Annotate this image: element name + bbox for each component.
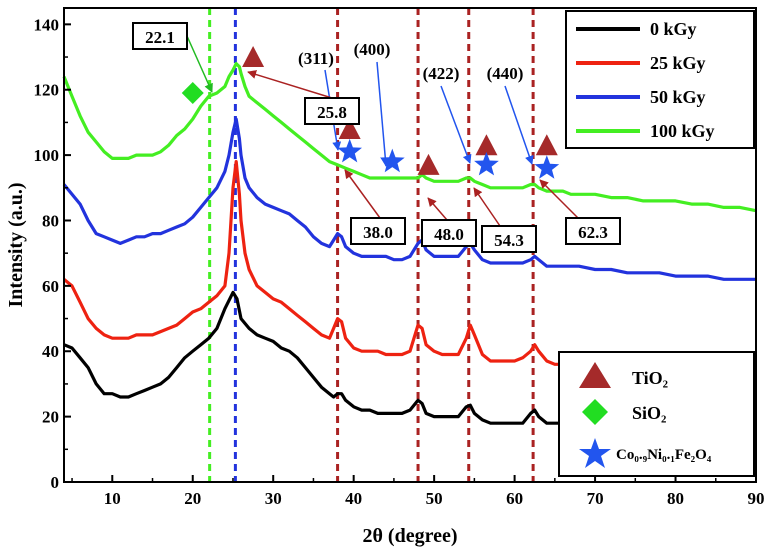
legend-label-0kgy: 0 kGy xyxy=(650,19,697,39)
cnfo-star-marker xyxy=(379,148,405,173)
y-tick-label: 80 xyxy=(42,211,59,230)
y-tick-label: 140 xyxy=(34,15,60,34)
phase-legend-sio2: SiO₂ xyxy=(632,403,666,423)
annotation-arrow xyxy=(186,35,213,93)
y-tick-label: 60 xyxy=(42,277,59,296)
y-tick-label: 0 xyxy=(51,473,60,492)
y-tick-label: 100 xyxy=(34,146,60,165)
tio2-triangle-marker xyxy=(417,153,440,175)
diamond-icon xyxy=(582,399,608,425)
annotation-arrow xyxy=(440,85,472,164)
annotation-arrow xyxy=(344,169,381,219)
x-tick-label: 70 xyxy=(587,489,604,508)
tio2-triangle-marker xyxy=(535,134,558,156)
annotation-arrow xyxy=(504,85,534,165)
triangle-icon xyxy=(579,362,611,388)
tio2-triangle-marker xyxy=(242,46,265,68)
annotation-arrow xyxy=(376,61,390,167)
peak-label-text: 25.8 xyxy=(317,103,347,122)
x-tick-label: 30 xyxy=(265,489,282,508)
peak-label-54-3: 54.3 xyxy=(481,225,537,253)
legend-label-100kgy: 100 kGy xyxy=(650,121,715,141)
peak-label-62-3: 62.3 xyxy=(565,217,621,245)
y-axis-title: Intensity (a.u.) xyxy=(5,182,27,307)
plane-label-440: (440) xyxy=(487,64,524,83)
dose-legend-box xyxy=(565,10,755,149)
x-tick-label: 80 xyxy=(667,489,684,508)
peak-label-text: 62.3 xyxy=(578,223,608,242)
tio2-triangle-marker xyxy=(475,134,498,156)
annotation-arrow xyxy=(247,70,333,99)
peak-label-48-0: 48.0 xyxy=(421,219,477,247)
x-tick-label: 40 xyxy=(345,489,362,508)
peak-label-25-8: 25.8 xyxy=(304,97,360,125)
x-tick-label: 10 xyxy=(104,489,121,508)
peak-label-text: 22.1 xyxy=(145,28,175,47)
peak-label-22-1: 22.1 xyxy=(132,22,188,50)
cnfo-star-marker xyxy=(337,138,362,163)
x-tick-label: 20 xyxy=(184,489,201,508)
y-tick-label: 120 xyxy=(34,81,60,100)
annotation-arrow xyxy=(473,187,501,227)
peak-label-38-0: 38.0 xyxy=(350,217,406,245)
star-icon xyxy=(579,438,611,468)
axis-ticks: 10 20 30 40 50 60 70 80 90 0 20 40 60 80 100 120 140 xyxy=(34,15,765,508)
annotation-arrow xyxy=(427,197,448,221)
x-tick-label: 60 xyxy=(506,489,523,508)
series-line xyxy=(62,117,756,281)
series-line xyxy=(62,62,757,213)
cnfo-star-marker xyxy=(534,155,560,179)
series-line xyxy=(62,160,756,366)
y-tick-label: 20 xyxy=(42,408,59,427)
x-tick-label: 90 xyxy=(748,489,765,508)
phase-legend-tio2: TiO₂ xyxy=(632,368,668,388)
peak-label-text: 54.3 xyxy=(494,231,524,250)
phase-markers xyxy=(181,46,560,179)
plane-label-422: (422) xyxy=(423,64,460,83)
plot-frame xyxy=(63,7,757,483)
annotation-arrows xyxy=(186,35,579,227)
peak-label-text: 38.0 xyxy=(363,223,393,242)
plane-label-311: (311) xyxy=(298,49,334,68)
plane-label-400: (400) xyxy=(354,40,391,59)
x-tick-label: 50 xyxy=(426,489,443,508)
y-tick-label: 40 xyxy=(42,342,59,361)
legend-label-25kgy: 25 kGy xyxy=(650,53,706,73)
peak-label-text: 48.0 xyxy=(434,225,464,244)
cnfo-star-marker xyxy=(474,151,499,176)
legend-label-50kgy: 50 kGy xyxy=(650,87,706,107)
tio2-triangle-marker xyxy=(338,117,361,139)
phase-legend: TiO₂ SiO₂ Co₀.₉Ni₀.₁Fe₂O₄ xyxy=(558,351,755,477)
dose-legend: 0 kGy 25 kGy 50 kGy 100 kGy xyxy=(565,10,755,149)
sio2-diamond-marker xyxy=(181,81,204,104)
phase-legend-cnfo: Co₀.₉Ni₀.₁Fe₂O₄ xyxy=(616,447,712,463)
annotation-arrow xyxy=(539,179,579,219)
x-axis-title: 2θ (degree) xyxy=(362,525,457,547)
